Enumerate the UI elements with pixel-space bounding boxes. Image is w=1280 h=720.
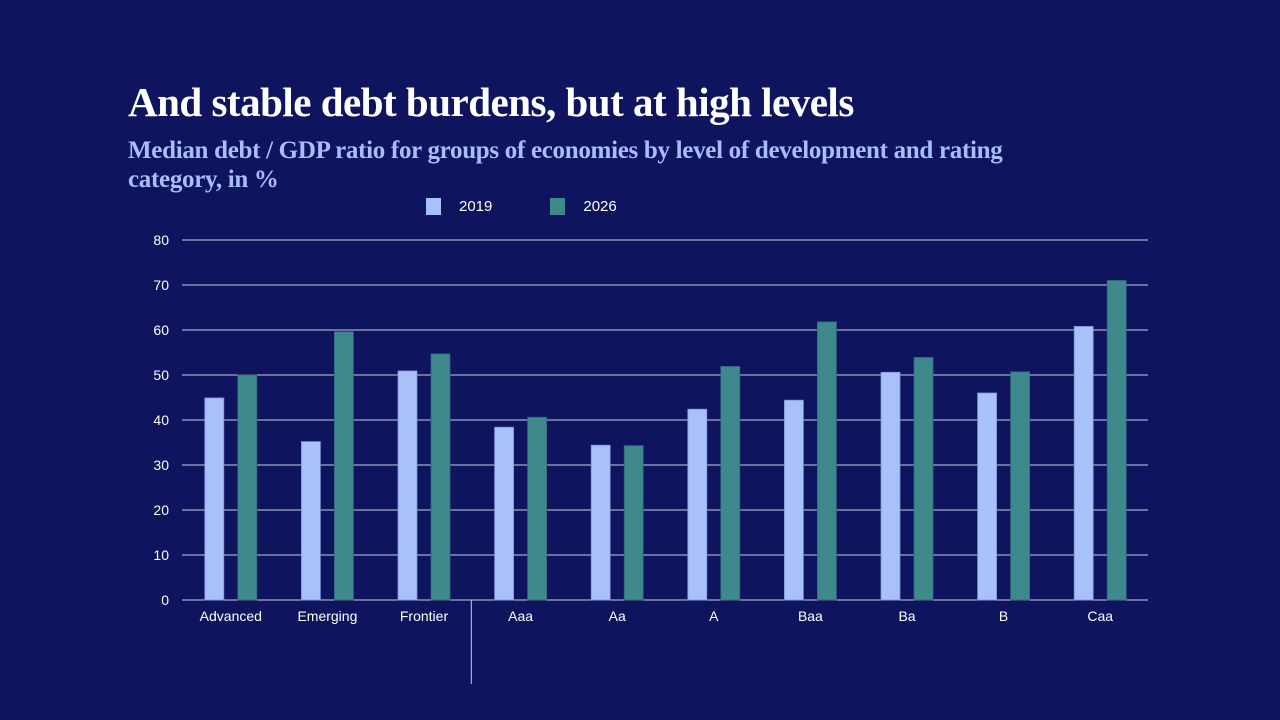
bar-2026-baa <box>817 321 837 601</box>
legend: 2019 2026 <box>426 198 675 215</box>
x-tick-label: Aa <box>609 608 626 624</box>
chart-title: And stable debt burdens, but at high lev… <box>128 79 854 125</box>
x-tick-label: B <box>999 608 1008 624</box>
x-tick-label: Aaa <box>508 608 533 624</box>
x-tick-label: Ba <box>898 608 915 624</box>
legend-swatch-2019 <box>426 198 441 215</box>
x-tick-label: A <box>709 608 719 624</box>
y-tick-label: 10 <box>153 547 169 563</box>
y-tick-label: 80 <box>153 232 169 248</box>
bar-2019-b <box>977 392 997 601</box>
bar-2019-aaa <box>494 426 515 601</box>
bar-2026-caa <box>1106 280 1127 601</box>
bar-2019-baa <box>784 399 804 601</box>
bar-2026-b <box>1010 371 1030 601</box>
bar-2026-aa <box>623 445 644 601</box>
chart-subtitle: Median debt / GDP ratio for groups of ec… <box>128 137 1003 193</box>
bar-2026-frontier <box>430 353 451 601</box>
y-tick-label: 30 <box>153 457 169 473</box>
x-tick-label: Emerging <box>297 608 357 624</box>
legend-item-2019: 2019 <box>426 198 492 215</box>
legend-label-2019: 2019 <box>459 198 493 215</box>
bar-2026-emerging <box>333 331 354 601</box>
y-tick-label: 60 <box>153 322 169 338</box>
bar-2019-ba <box>880 371 901 601</box>
bar-2019-aa <box>590 444 611 601</box>
bar-2019-emerging <box>300 441 321 601</box>
legend-label-2026: 2026 <box>583 198 617 215</box>
y-tick-label: 70 <box>153 277 169 293</box>
y-tick-label: 40 <box>153 412 169 428</box>
x-tick-label: Advanced <box>200 608 262 624</box>
bar-2026-ba <box>913 357 934 601</box>
x-tick-label: Baa <box>798 608 823 624</box>
bar-2019-caa <box>1073 325 1094 601</box>
bar-2026-a <box>720 366 741 601</box>
y-tick-label: 20 <box>153 502 169 518</box>
x-tick-label: Caa <box>1087 608 1113 624</box>
bar-2026-advanced <box>237 374 258 601</box>
legend-swatch-2026 <box>550 198 566 215</box>
legend-item-2026: 2026 <box>550 198 617 215</box>
y-tick-label: 0 <box>161 592 169 608</box>
bar-2019-a <box>687 408 708 601</box>
bar-2019-advanced <box>204 397 225 601</box>
bar-2019-frontier <box>397 370 418 601</box>
y-tick-label: 50 <box>153 367 169 383</box>
x-tick-label: Frontier <box>400 608 449 624</box>
bar-2026-aaa <box>527 416 547 601</box>
